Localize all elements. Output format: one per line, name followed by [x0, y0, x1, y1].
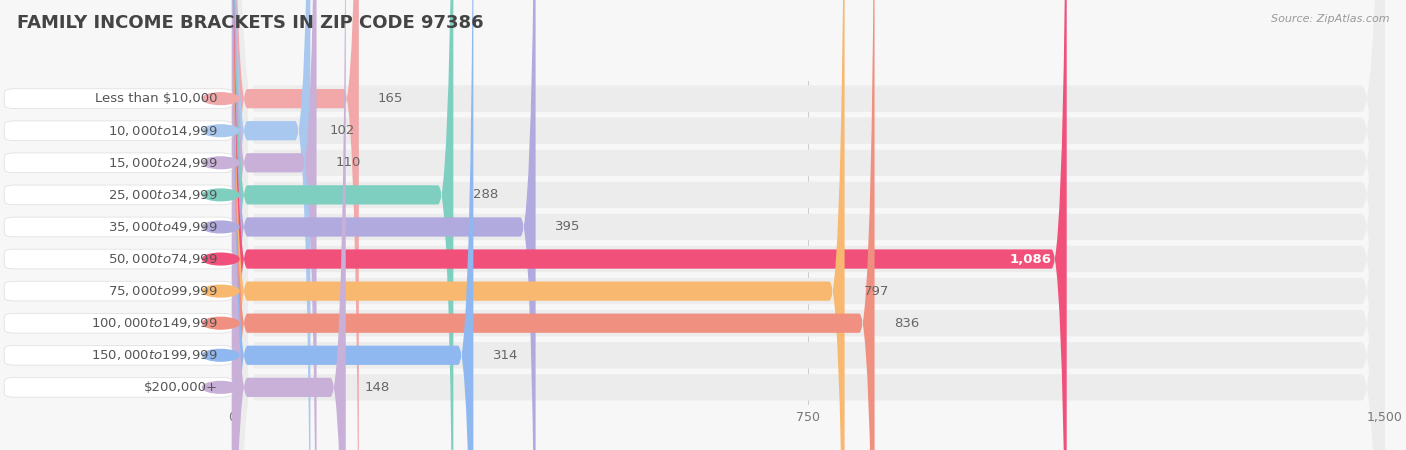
FancyBboxPatch shape [232, 0, 346, 450]
Text: 288: 288 [472, 189, 498, 202]
Text: $150,000 to $199,999: $150,000 to $199,999 [91, 348, 218, 362]
FancyBboxPatch shape [232, 0, 1385, 450]
Text: 797: 797 [863, 284, 889, 297]
FancyBboxPatch shape [232, 0, 1385, 450]
FancyBboxPatch shape [232, 0, 359, 450]
FancyBboxPatch shape [232, 0, 875, 450]
FancyBboxPatch shape [232, 0, 1385, 450]
Text: 1,086: 1,086 [1010, 252, 1052, 266]
FancyBboxPatch shape [232, 0, 1385, 450]
FancyBboxPatch shape [232, 0, 316, 450]
FancyBboxPatch shape [232, 0, 1067, 450]
FancyBboxPatch shape [232, 0, 536, 450]
Text: 836: 836 [894, 317, 920, 330]
Text: $50,000 to $74,999: $50,000 to $74,999 [108, 252, 218, 266]
Text: Source: ZipAtlas.com: Source: ZipAtlas.com [1271, 14, 1389, 23]
Text: $75,000 to $99,999: $75,000 to $99,999 [108, 284, 218, 298]
Text: FAMILY INCOME BRACKETS IN ZIP CODE 97386: FAMILY INCOME BRACKETS IN ZIP CODE 97386 [17, 14, 484, 32]
FancyBboxPatch shape [232, 0, 845, 450]
Text: Less than $10,000: Less than $10,000 [96, 92, 218, 105]
FancyBboxPatch shape [232, 0, 1385, 450]
Text: $200,000+: $200,000+ [143, 381, 218, 394]
Text: $100,000 to $149,999: $100,000 to $149,999 [91, 316, 218, 330]
Text: $10,000 to $14,999: $10,000 to $14,999 [108, 124, 218, 138]
FancyBboxPatch shape [232, 0, 453, 450]
Text: $35,000 to $49,999: $35,000 to $49,999 [108, 220, 218, 234]
FancyBboxPatch shape [232, 0, 1385, 450]
Text: 165: 165 [378, 92, 404, 105]
Text: 395: 395 [555, 220, 581, 234]
Text: $25,000 to $34,999: $25,000 to $34,999 [108, 188, 218, 202]
FancyBboxPatch shape [232, 0, 311, 450]
FancyBboxPatch shape [232, 0, 1385, 450]
Text: 110: 110 [336, 156, 361, 169]
Text: 148: 148 [366, 381, 391, 394]
FancyBboxPatch shape [232, 0, 474, 450]
FancyBboxPatch shape [232, 0, 1385, 450]
FancyBboxPatch shape [232, 0, 1385, 450]
Text: 314: 314 [492, 349, 517, 362]
Text: 102: 102 [329, 124, 354, 137]
Text: $15,000 to $24,999: $15,000 to $24,999 [108, 156, 218, 170]
FancyBboxPatch shape [232, 0, 1385, 450]
